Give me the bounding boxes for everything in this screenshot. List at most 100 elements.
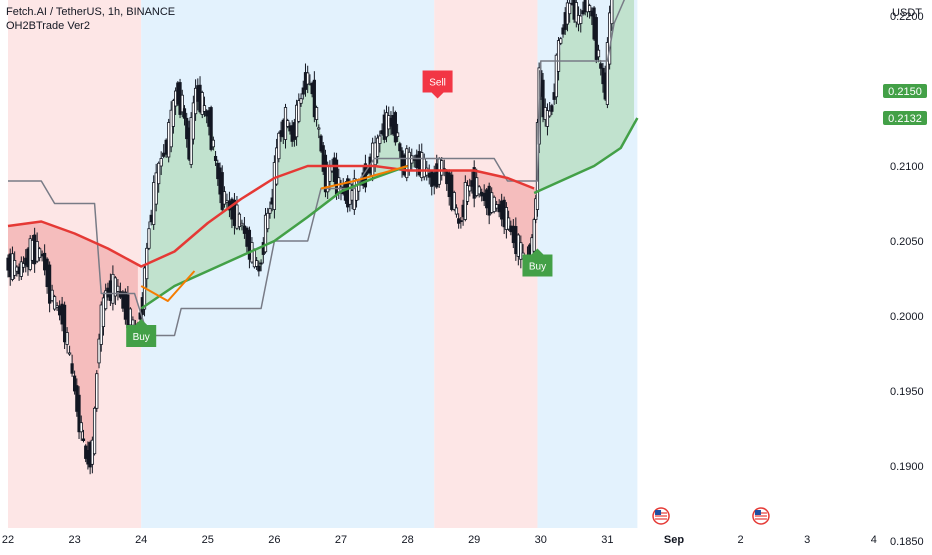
- candle-body: [490, 192, 494, 213]
- moving-average-orange: [320, 165, 408, 190]
- candle-body: [40, 253, 44, 257]
- candle-body: [314, 107, 319, 120]
- candle-body: [106, 287, 110, 298]
- candle-body: [545, 110, 550, 127]
- bear-fill-area: [8, 222, 138, 459]
- price-tag: [883, 84, 927, 98]
- candle-body: [259, 262, 263, 265]
- candle-body: [123, 291, 127, 320]
- candle-body: [169, 109, 173, 148]
- currency-label[interactable]: USDT: [892, 7, 922, 19]
- bull-fill-area: [537, 0, 635, 196]
- stop-line: [8, 0, 626, 337]
- candle-body: [465, 185, 470, 202]
- candle-body: [363, 163, 368, 188]
- candle-body: [422, 158, 426, 178]
- candle-body: [450, 174, 454, 210]
- candle-body: [167, 122, 171, 158]
- candle-body: [191, 102, 195, 140]
- x-tick-label: 3: [804, 534, 810, 546]
- candle-body: [121, 291, 125, 309]
- buy-signal-marker[interactable]: [126, 319, 157, 347]
- candle-body: [432, 172, 436, 186]
- candle-body: [237, 213, 242, 227]
- y-tick-label: 0.1900: [890, 461, 924, 473]
- y-tick-label: 0.2100: [890, 161, 924, 173]
- candle-body: [472, 167, 476, 199]
- candle-body: [500, 200, 504, 220]
- y-tick-label: 0.1850: [890, 536, 924, 548]
- indicator-name[interactable]: OH2BTrade Ver2: [6, 20, 90, 32]
- candle-body: [108, 280, 112, 301]
- candle-body: [266, 212, 270, 230]
- x-tick-label: 24: [135, 534, 147, 546]
- x-tick-label: 29: [468, 534, 480, 546]
- candle-body: [33, 234, 37, 265]
- candle-body: [435, 163, 439, 188]
- candle-body: [111, 273, 115, 304]
- candle-body: [297, 100, 301, 122]
- candle-body: [263, 214, 268, 253]
- candle-body: [475, 177, 479, 196]
- candle-body: [257, 265, 261, 272]
- candle-body: [50, 289, 54, 301]
- candle-body: [585, 0, 590, 13]
- candle-body: [410, 155, 414, 164]
- candle-body: [440, 160, 444, 176]
- candle-body: [514, 226, 518, 255]
- candle-body: [376, 137, 380, 157]
- us-flag-canton: [655, 510, 662, 515]
- buy-signal-label: Buy: [133, 332, 150, 343]
- candle-body: [147, 228, 151, 249]
- candle-body: [245, 227, 249, 247]
- candle-body: [420, 152, 424, 179]
- candle-body: [211, 139, 215, 148]
- candle-body: [497, 204, 501, 213]
- candle-body: [468, 185, 472, 192]
- candle-body: [73, 375, 77, 392]
- candle-body: [532, 219, 536, 252]
- candle-body: [38, 248, 42, 259]
- candle-body: [477, 186, 481, 195]
- candle-body: [452, 192, 456, 210]
- candle-body: [495, 204, 499, 209]
- candle-body: [95, 373, 99, 409]
- buy-signal-marker[interactable]: [522, 248, 553, 277]
- x-tick-label: 30: [535, 534, 547, 546]
- candle-body: [519, 242, 523, 260]
- candle-body: [247, 229, 252, 260]
- candle-body: [157, 162, 161, 185]
- us-flag-canton: [754, 510, 761, 515]
- candle-body: [415, 154, 419, 169]
- candle-body: [162, 152, 166, 157]
- candle-body: [301, 87, 305, 95]
- x-tick-label: 2: [738, 534, 744, 546]
- candle-body: [581, 10, 585, 15]
- y-tick-label: 0.2050: [890, 236, 924, 248]
- candle-body: [104, 290, 108, 310]
- candle-body: [447, 172, 451, 197]
- x-tick-label: 22: [2, 534, 14, 546]
- x-tick-label: 4: [871, 534, 877, 546]
- candle-body: [200, 92, 204, 115]
- candle-body: [171, 100, 175, 127]
- candle-body: [159, 158, 163, 167]
- candle-body: [230, 198, 234, 220]
- candle-body: [45, 258, 49, 287]
- candle-body: [430, 171, 434, 187]
- candle-body: [116, 285, 120, 292]
- candle-body: [43, 252, 47, 271]
- candle-body: [225, 200, 229, 203]
- symbol-title[interactable]: Fetch.AI / TetherUS, 1h, BINANCE: [6, 6, 176, 18]
- y-tick-label: 0.2000: [890, 311, 924, 323]
- candle-body: [77, 394, 81, 433]
- candle-body: [58, 305, 62, 316]
- moving-average-orange: [140, 270, 196, 302]
- candle-body: [118, 291, 122, 298]
- candle-body: [454, 207, 459, 215]
- sell-signal-marker[interactable]: [422, 70, 453, 99]
- candle-body: [272, 162, 277, 210]
- candle-body: [599, 63, 603, 69]
